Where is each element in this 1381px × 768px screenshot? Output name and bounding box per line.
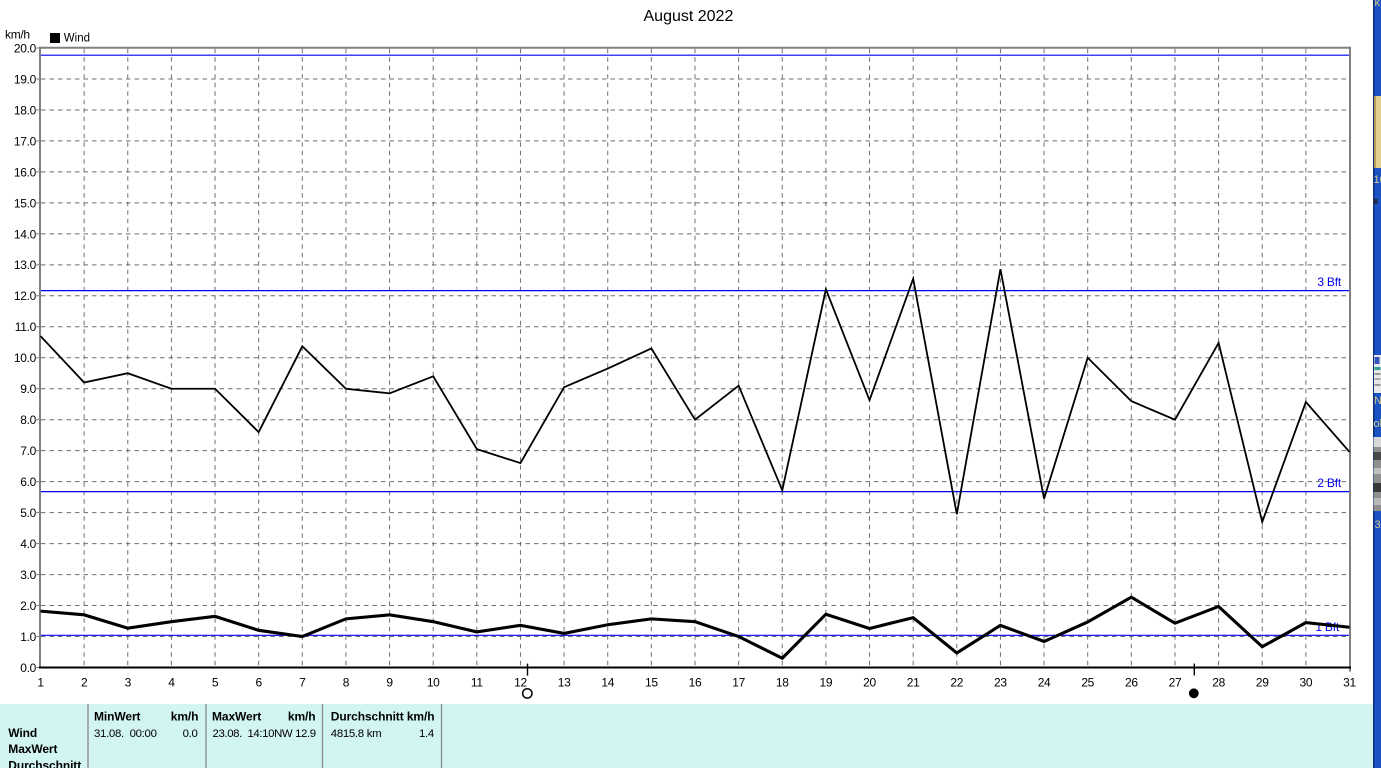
svg-text:15: 15 [645,676,658,690]
svg-text:1: 1 [37,676,44,690]
svg-text:17.0: 17.0 [14,134,37,148]
svg-text:5.0: 5.0 [20,506,36,520]
svg-text:18: 18 [776,676,789,690]
svg-text:27: 27 [1169,676,1182,690]
svg-text:2 Bft: 2 Bft [1317,476,1342,490]
svg-text:2.0: 2.0 [20,599,36,613]
svg-text:22: 22 [950,676,963,690]
svg-text:Wind: Wind [8,726,37,740]
svg-text:14: 14 [601,676,614,690]
svg-text:15.0: 15.0 [14,196,37,210]
svg-text:16: 16 [689,676,702,690]
svg-text:1.0: 1.0 [20,630,36,644]
svg-text:Durchschnitt km/h: Durchschnitt km/h [331,710,435,724]
svg-text:11: 11 [471,676,483,690]
svg-text:10: 10 [427,676,440,690]
svg-text:16.0: 16.0 [14,165,37,179]
svg-text:0.0: 0.0 [20,661,36,675]
svg-text:23: 23 [994,676,1007,690]
svg-text:23.08. 14:10NW 12.9: 23.08. 14:10NW 12.9 [213,728,316,740]
svg-text:MaxWert: MaxWert [212,710,261,724]
svg-text:6.0: 6.0 [20,475,36,489]
svg-text:9: 9 [386,676,393,690]
svg-text:24: 24 [1038,676,1051,690]
svg-text:10: 10 [1374,174,1381,186]
svg-text:MinWert: MinWert [94,710,141,724]
svg-text:25: 25 [1081,676,1094,690]
svg-text:20: 20 [863,676,876,690]
svg-text:9.0: 9.0 [20,382,36,396]
svg-text:14.0: 14.0 [14,227,37,241]
svg-text:km/h: km/h [171,710,199,724]
svg-text:28: 28 [1212,676,1225,690]
svg-text:12.0: 12.0 [14,289,37,303]
svg-text:3 Bft: 3 Bft [1317,275,1342,289]
svg-text:5: 5 [212,676,219,690]
svg-text:7.0: 7.0 [20,444,36,458]
svg-text:18.0: 18.0 [14,103,37,117]
svg-text:29: 29 [1256,676,1269,690]
svg-text:13.0: 13.0 [14,258,37,272]
svg-text:11.0: 11.0 [15,320,37,334]
svg-text:20.0: 20.0 [14,41,37,55]
svg-text:4: 4 [168,676,175,690]
svg-text:13: 13 [558,676,571,690]
svg-text:19.0: 19.0 [14,72,37,86]
svg-text:Durchschnitt: Durchschnitt [8,759,81,768]
svg-text:6: 6 [255,676,262,690]
svg-text:8.0: 8.0 [20,413,36,427]
svg-text:8: 8 [343,676,350,690]
svg-text:7: 7 [299,676,306,690]
svg-text:km/h: km/h [288,710,316,724]
svg-text:21: 21 [907,676,920,690]
svg-text:3: 3 [1375,519,1381,531]
svg-text:30: 30 [1299,676,1312,690]
svg-text:August 2022: August 2022 [644,8,734,25]
svg-text:1.4: 1.4 [419,728,434,740]
svg-text:k: k [1375,0,1381,9]
svg-text:31.08. 00:00: 31.08. 00:00 [94,728,157,740]
svg-text:3.0: 3.0 [20,568,36,582]
svg-text:4815.8 km: 4815.8 km [331,728,382,740]
svg-text:ok: ok [1374,418,1381,430]
svg-text:26: 26 [1125,676,1138,690]
svg-text:2: 2 [81,676,88,690]
svg-text:N: N [1374,395,1381,407]
svg-text:19: 19 [820,676,833,690]
svg-text:12: 12 [514,676,527,690]
svg-text:0.0: 0.0 [183,728,198,740]
svg-text:km/h: km/h [5,27,30,41]
svg-text:4.0: 4.0 [20,537,36,551]
svg-text:Wind: Wind [64,33,90,45]
svg-text:10.0: 10.0 [14,351,37,365]
svg-text:3: 3 [125,676,132,690]
svg-text:MaxWert: MaxWert [8,742,57,756]
svg-text:31: 31 [1343,676,1356,690]
svg-text:17: 17 [732,676,745,690]
